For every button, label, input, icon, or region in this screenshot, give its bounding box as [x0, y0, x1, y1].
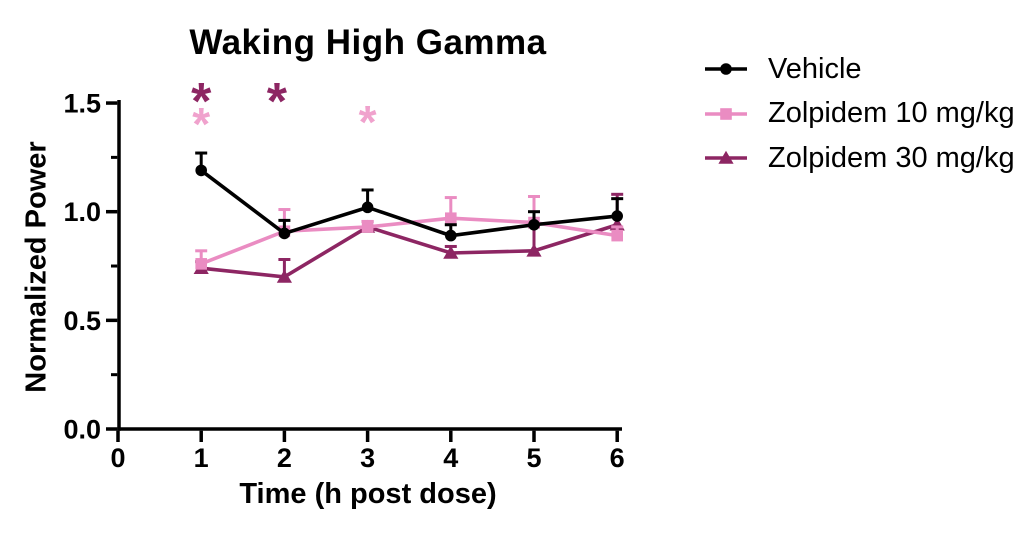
legend-item-zolpidem-10: Zolpidem 10 mg/kg — [704, 92, 1015, 137]
marker-vehicle — [445, 229, 457, 242]
x-tick-label: 2 — [277, 443, 292, 473]
marker-vehicle — [611, 210, 623, 222]
marker-zolpidem-30-mg-kg — [443, 245, 459, 259]
y-tick-label: 1.0 — [63, 197, 101, 227]
series-vehicle — [195, 151, 624, 242]
marker-vehicle — [195, 164, 207, 177]
legend-marker-vehicle — [705, 63, 747, 76]
legend-marker-zolpidem-10 — [705, 107, 747, 120]
significance-asterisk: * — [191, 73, 212, 131]
legend-label-zolpidem-30: Zolpidem 30 mg/kg — [768, 141, 1015, 174]
marker-zolpidem-10-mg-kg — [611, 229, 623, 242]
x-tick-label: 5 — [526, 443, 541, 473]
significance-asterisk: * — [359, 96, 377, 148]
x-tick-label: 1 — [194, 443, 209, 473]
legend-marker-glyph — [720, 63, 732, 76]
marker-zolpidem-10-mg-kg — [195, 258, 207, 270]
legend: Vehicle Zolpidem 10 mg/kg Zolpidem 30 mg… — [704, 47, 1015, 181]
legend-marker-zolpidem-30 — [705, 151, 747, 165]
x-tick-label: 3 — [360, 443, 375, 473]
legend-label-vehicle: Vehicle — [768, 52, 862, 85]
marker-zolpidem-10-mg-kg — [445, 212, 457, 225]
series-line-vehicle — [200, 168, 618, 238]
marker-zolpidem-30-mg-kg — [526, 243, 542, 257]
y-tick-label: 0.5 — [63, 306, 101, 336]
significance-asterisk: * — [192, 98, 210, 150]
marker-vehicle — [278, 227, 291, 240]
chart-title: Waking High Gamma — [189, 23, 547, 62]
series-zolpidem-10-mg-kg — [195, 194, 624, 270]
marker-zolpidem-30-mg-kg — [276, 269, 292, 283]
legend-marker-glyph — [720, 107, 732, 120]
marker-zolpidem-10-mg-kg — [361, 221, 374, 233]
x-axis-label: Time (h post dose) — [239, 478, 497, 510]
x-tick-label: 0 — [110, 443, 125, 473]
legend-item-vehicle: Vehicle — [704, 47, 1015, 92]
y-tick-label: 1.5 — [63, 89, 101, 119]
series-line-zolpidem-30-mg-kg — [201, 223, 618, 279]
legend-marker-glyph — [718, 151, 734, 165]
legend-item-zolpidem-30: Zolpidem 30 mg/kg — [704, 136, 1015, 181]
x-tick-label: 4 — [443, 443, 458, 473]
x-tick-label: 6 — [610, 443, 625, 473]
marker-vehicle — [528, 218, 540, 231]
y-tick-label: 0.0 — [63, 415, 101, 445]
marker-vehicle — [361, 201, 374, 214]
series-zolpidem-30-mg-kg — [193, 192, 625, 283]
significance-asterisk: * — [267, 73, 288, 131]
legend-label-zolpidem-10: Zolpidem 10 mg/kg — [768, 97, 1015, 130]
